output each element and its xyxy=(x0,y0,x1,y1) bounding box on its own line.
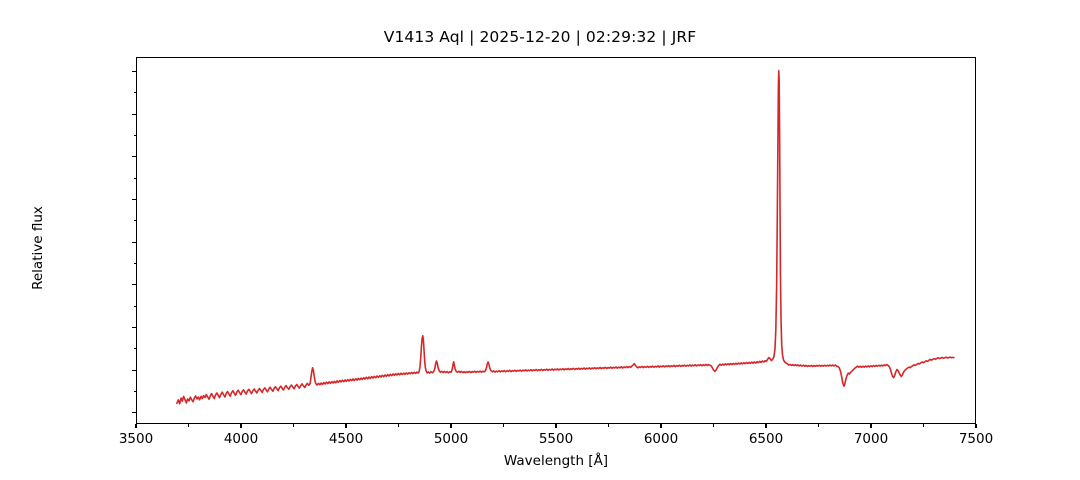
x-axis-tick-label: 4500 xyxy=(328,431,364,447)
y-axis-minor-tick xyxy=(133,220,136,222)
x-axis-tick-label: 3500 xyxy=(118,431,154,447)
y-axis-tick xyxy=(132,113,136,115)
y-axis-tick xyxy=(132,198,136,201)
x-axis-minor-tick xyxy=(922,424,925,427)
y-axis-tick xyxy=(132,327,136,329)
plot-area xyxy=(136,57,976,424)
x-axis-tick-label: 7500 xyxy=(958,431,994,447)
x-axis-tick xyxy=(450,424,452,428)
chart-title: V1413 Aql | 2025-12-20 | 02:29:32 | JRF xyxy=(383,28,697,46)
y-axis-minor-tick xyxy=(133,305,136,307)
x-axis-tick xyxy=(975,424,977,428)
y-axis-minor-tick xyxy=(133,92,136,94)
x-axis-tick xyxy=(555,424,557,428)
y-axis-tick xyxy=(132,156,136,158)
y-axis-tick xyxy=(132,241,136,243)
spectrum-line-series xyxy=(176,70,955,405)
y-axis-tick xyxy=(132,284,136,286)
x-axis-minor-tick xyxy=(607,424,610,427)
y-axis-tick xyxy=(132,369,136,371)
x-axis-tick xyxy=(765,424,767,428)
x-axis-tick-label: 5000 xyxy=(433,431,469,447)
x-axis-minor-tick xyxy=(292,424,295,427)
x-axis-minor-tick xyxy=(712,424,715,427)
x-axis-label: Wavelength [Å] xyxy=(503,453,609,469)
x-axis-tick-label: 4000 xyxy=(223,431,259,447)
x-axis-tick-label: 6500 xyxy=(748,431,784,447)
x-axis-tick-label: 5500 xyxy=(538,431,574,447)
y-axis-minor-tick xyxy=(133,134,136,137)
x-axis-minor-tick xyxy=(502,424,505,427)
y-axis-minor-tick xyxy=(133,348,136,350)
x-axis-tick xyxy=(870,424,872,428)
x-axis-minor-tick xyxy=(187,424,190,427)
x-axis-tick xyxy=(345,424,347,428)
x-axis-tick-label: 7000 xyxy=(853,431,889,447)
y-axis-minor-tick xyxy=(133,262,136,265)
y-axis-tick xyxy=(132,412,136,414)
y-axis-minor-tick xyxy=(133,177,136,179)
x-axis-tick xyxy=(135,424,137,428)
x-axis-tick xyxy=(660,424,662,428)
y-axis-label: Relative flux xyxy=(30,206,46,290)
y-axis-minor-tick xyxy=(133,391,136,393)
x-axis-tick xyxy=(240,424,242,428)
x-axis-tick-label: 6000 xyxy=(643,431,679,447)
y-axis-tick xyxy=(132,70,136,73)
x-axis-minor-tick xyxy=(817,424,820,427)
x-axis-minor-tick xyxy=(397,424,400,427)
